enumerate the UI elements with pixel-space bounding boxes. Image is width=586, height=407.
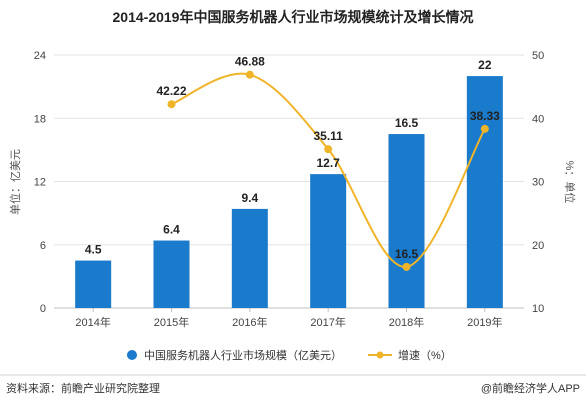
x-tick-label: 2018年	[389, 315, 424, 329]
y2-tick-label: 50	[532, 50, 544, 62]
bar	[153, 240, 190, 308]
right-axis-ticks: 10 20 30 40 50	[532, 50, 544, 315]
bar	[75, 260, 112, 308]
bar-value-label: 12.7	[316, 156, 340, 170]
y-tick-label: 18	[34, 113, 46, 125]
x-tick-labels: 2014年 2015年 2016年 2017年 2018年 2019年	[75, 308, 503, 329]
left-axis-label: 单位：亿美元	[8, 149, 22, 215]
bar	[466, 76, 503, 308]
x-tick-label: 2019年	[467, 315, 502, 329]
growth-value-label: 42.22	[156, 84, 186, 98]
bars	[75, 76, 503, 308]
y-tick-label: 0	[40, 303, 46, 315]
growth-point	[402, 262, 411, 271]
footer-brand: @前瞻经济学人APP	[481, 381, 580, 395]
bar	[231, 208, 268, 308]
bar-value-label: 22	[478, 58, 492, 72]
growth-point	[324, 145, 333, 154]
growth-line	[167, 70, 489, 271]
line-value-labels: 42.22 46.88 35.11 16.5 38.33	[156, 55, 500, 261]
bar	[388, 134, 425, 308]
growth-point	[480, 124, 489, 133]
x-tick-label: 2017年	[310, 315, 345, 329]
left-axis-ticks: 0 6 12 18 24	[34, 50, 46, 315]
legend-bar-label: 中国服务机器人行业市场规模（亿美元）	[144, 348, 342, 362]
chart-title: 2014-2019年中国服务机器人行业市场规模统计及增长情况	[113, 9, 474, 25]
legend: 中国服务机器人行业市场规模（亿美元） 增速（%）	[127, 348, 452, 362]
growth-line-path	[171, 72, 486, 268]
y2-tick-label: 20	[532, 240, 544, 252]
bar-value-label: 6.4	[163, 223, 180, 237]
y-tick-label: 12	[34, 177, 46, 189]
growth-value-label: 38.33	[470, 109, 500, 123]
bar-value-label: 4.5	[85, 243, 102, 257]
bar-value-label: 9.4	[241, 191, 258, 205]
growth-point	[245, 70, 254, 79]
y2-tick-label: 40	[532, 113, 544, 125]
x-tick-label: 2015年	[154, 315, 189, 329]
y2-tick-label: 30	[532, 177, 544, 189]
y2-tick-label: 10	[532, 303, 544, 315]
growth-value-label: 16.5	[395, 247, 419, 261]
x-tick-label: 2014年	[75, 315, 110, 329]
y-tick-label: 24	[34, 50, 46, 62]
y-tick-label: 6	[40, 240, 46, 252]
legend-line-label: 增速（%）	[398, 348, 452, 362]
legend-bar-marker	[127, 350, 137, 360]
growth-value-label: 35.11	[313, 129, 343, 143]
footer-source: 资料来源：前瞻产业研究院整理	[6, 381, 160, 395]
grid-lines	[54, 54, 524, 309]
bar-value-label: 16.5	[395, 116, 419, 130]
legend-line-dot	[376, 351, 384, 359]
growth-value-label: 46.88	[235, 55, 265, 69]
x-tick-label: 2016年	[232, 315, 267, 329]
growth-point	[167, 100, 176, 109]
right-axis-label: %：单位	[563, 161, 577, 204]
bar	[310, 174, 347, 308]
bar-value-labels: 4.5 6.4 9.4 12.7 16.5 22	[85, 58, 492, 256]
